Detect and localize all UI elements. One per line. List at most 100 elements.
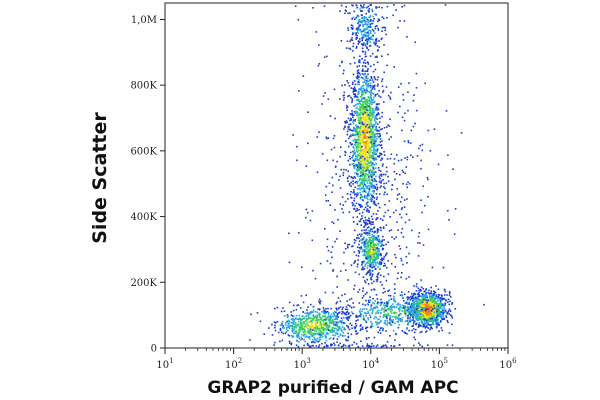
event-dot bbox=[425, 314, 428, 316]
event-dot bbox=[428, 307, 430, 310]
event-dot bbox=[365, 16, 367, 19]
event-dot bbox=[381, 165, 384, 167]
event-dot bbox=[416, 296, 418, 299]
event-dot bbox=[376, 135, 379, 138]
event-dot bbox=[366, 112, 369, 115]
event-dot bbox=[376, 247, 379, 249]
event-dot bbox=[314, 333, 316, 336]
event-dot bbox=[340, 146, 342, 148]
event-dot bbox=[324, 319, 327, 322]
event-dot bbox=[374, 321, 377, 323]
event-dot bbox=[366, 186, 368, 188]
event-dot bbox=[375, 125, 377, 128]
event-dot bbox=[368, 232, 371, 234]
event-dot bbox=[363, 248, 366, 251]
event-dot bbox=[361, 85, 364, 87]
event-dot bbox=[368, 171, 371, 174]
event-dot bbox=[358, 203, 360, 206]
event-dot bbox=[352, 91, 354, 93]
event-dot bbox=[419, 310, 422, 312]
event-dot bbox=[301, 325, 304, 328]
event-dot bbox=[371, 309, 374, 311]
event-dot bbox=[356, 34, 359, 37]
event-dot bbox=[389, 118, 391, 120]
event-dot bbox=[380, 229, 382, 232]
event-dot bbox=[373, 100, 376, 103]
event-dot bbox=[357, 291, 359, 293]
event-dot bbox=[410, 298, 413, 300]
event-dot bbox=[315, 345, 318, 347]
event-dot bbox=[370, 148, 372, 151]
event-dot bbox=[366, 20, 369, 23]
event-dot bbox=[292, 315, 295, 318]
event-dot bbox=[321, 153, 324, 155]
event-dot bbox=[440, 298, 442, 301]
event-dot bbox=[378, 322, 380, 324]
event-dot bbox=[367, 254, 369, 257]
event-dot bbox=[359, 114, 361, 116]
event-dot bbox=[371, 115, 374, 118]
event-dot bbox=[358, 165, 360, 168]
event-dot bbox=[439, 300, 442, 302]
event-dot bbox=[390, 324, 393, 326]
event-dot bbox=[413, 297, 416, 299]
event-dot bbox=[407, 298, 409, 301]
event-dot bbox=[326, 238, 329, 241]
event-dot bbox=[373, 171, 376, 173]
event-dot bbox=[418, 147, 420, 150]
event-dot bbox=[398, 307, 401, 309]
event-dot bbox=[314, 341, 316, 344]
event-dot bbox=[271, 334, 274, 336]
event-dot bbox=[390, 229, 393, 231]
event-dot bbox=[381, 327, 383, 329]
event-dot bbox=[356, 188, 359, 190]
event-dot bbox=[364, 173, 367, 176]
event-dot bbox=[369, 259, 371, 262]
event-dot bbox=[411, 229, 413, 232]
event-dot bbox=[364, 120, 366, 123]
event-dot bbox=[375, 183, 378, 186]
event-dot bbox=[316, 338, 319, 340]
event-dot bbox=[409, 299, 412, 301]
event-dot bbox=[354, 172, 356, 174]
event-dot bbox=[413, 320, 416, 322]
event-dot bbox=[383, 44, 385, 46]
event-dot bbox=[359, 61, 361, 64]
event-dot bbox=[359, 220, 362, 223]
event-dot bbox=[348, 344, 351, 347]
event-dot bbox=[424, 314, 426, 316]
event-dot bbox=[380, 262, 383, 265]
event-dot bbox=[411, 295, 414, 298]
event-dot bbox=[379, 135, 381, 137]
event-dot bbox=[336, 286, 338, 288]
event-dot bbox=[363, 177, 365, 180]
event-dot bbox=[365, 262, 368, 265]
event-dot bbox=[339, 175, 341, 178]
event-dot bbox=[358, 19, 361, 21]
event-dot bbox=[438, 306, 440, 308]
event-dot bbox=[323, 308, 325, 311]
event-dot bbox=[405, 166, 408, 168]
event-dot bbox=[444, 309, 447, 312]
event-dot bbox=[366, 129, 369, 131]
event-dot bbox=[309, 219, 312, 222]
event-dot bbox=[444, 302, 447, 304]
event-dot bbox=[290, 311, 292, 313]
event-dot bbox=[368, 142, 371, 145]
event-dot bbox=[375, 180, 378, 183]
event-dot bbox=[347, 246, 349, 249]
event-dot bbox=[370, 146, 372, 149]
event-dot bbox=[367, 73, 369, 76]
event-dot bbox=[399, 312, 402, 315]
event-dot bbox=[362, 112, 364, 115]
event-dot bbox=[362, 68, 364, 71]
event-dot bbox=[437, 163, 440, 166]
event-dot bbox=[292, 332, 295, 335]
event-dot bbox=[354, 186, 356, 189]
event-dot bbox=[418, 322, 421, 324]
event-dot bbox=[390, 262, 393, 265]
event-dot bbox=[301, 329, 304, 331]
event-dot bbox=[413, 304, 415, 307]
event-dot bbox=[372, 145, 374, 148]
event-dot bbox=[300, 295, 303, 297]
